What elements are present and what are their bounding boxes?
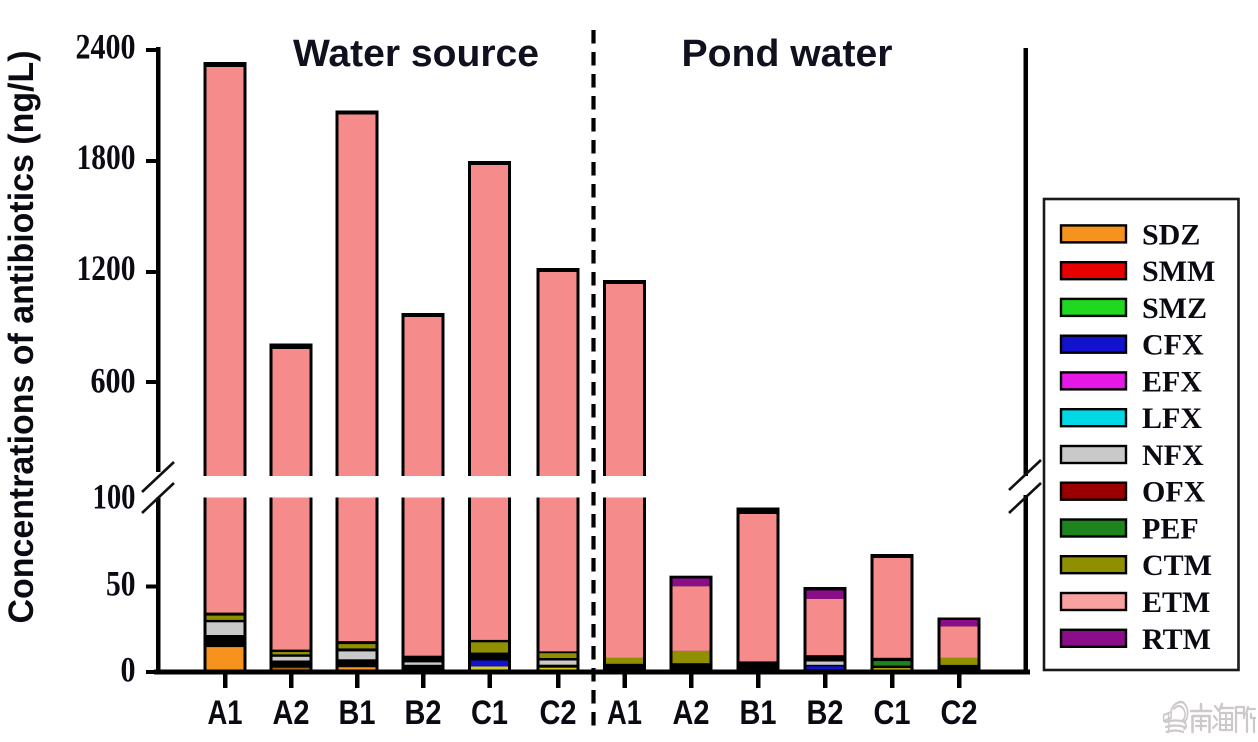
svg-text:B2: B2 [405,694,442,732]
svg-text:600: 600 [91,361,136,401]
svg-text:SDZ: SDZ [1142,218,1200,251]
svg-text:50: 50 [106,564,136,604]
svg-text:100: 100 [93,477,136,517]
svg-text:Pond water: Pond water [682,33,893,75]
svg-text:A1: A1 [208,694,243,732]
svg-text:0: 0 [121,650,136,690]
svg-text:C1: C1 [471,694,508,732]
svg-text:A1: A1 [607,694,642,732]
svg-text:B1: B1 [339,694,376,732]
svg-text:RTM: RTM [1142,623,1211,656]
svg-text:1200: 1200 [77,248,136,288]
svg-text:EFX: EFX [1142,365,1202,398]
svg-text:Water source: Water source [293,33,539,75]
svg-text:Concentrations of antibiotics: Concentrations of antibiotics (ng/L) [2,51,41,624]
svg-text:ETM: ETM [1142,586,1210,619]
svg-text:SMM: SMM [1142,255,1215,288]
svg-text:A2: A2 [273,694,310,732]
svg-text:2400: 2400 [76,27,136,67]
svg-text:NFX: NFX [1142,439,1204,472]
svg-text:1800: 1800 [77,137,136,177]
svg-text:A2: A2 [673,694,710,732]
svg-text:C2: C2 [941,694,978,732]
svg-text:CTM: CTM [1142,549,1212,582]
svg-text:B1: B1 [740,694,777,732]
svg-text:LFX: LFX [1142,402,1202,435]
svg-text:SMZ: SMZ [1142,292,1207,325]
svg-text:C1: C1 [874,694,911,732]
svg-text:CFX: CFX [1142,329,1204,362]
svg-text:B2: B2 [807,694,844,732]
svg-text:OFX: OFX [1142,476,1206,509]
svg-text:PEF: PEF [1142,513,1199,546]
svg-text:C2: C2 [540,694,577,732]
